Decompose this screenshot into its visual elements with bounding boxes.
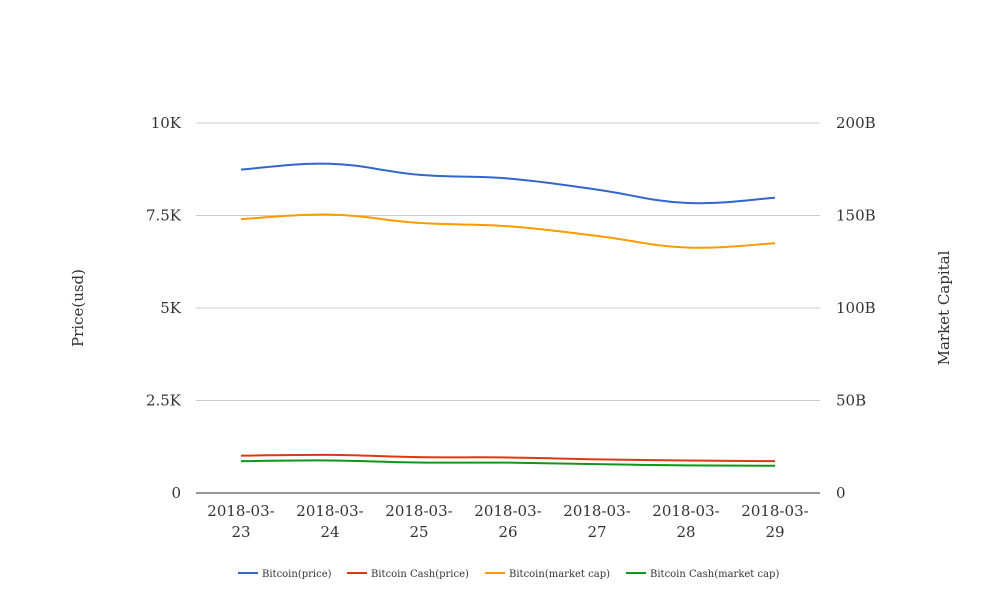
x-tick-label: 23 bbox=[231, 523, 250, 541]
series-lines bbox=[240, 162, 776, 467]
x-tick-label: 2018-03- bbox=[563, 502, 630, 520]
legend-label: Bitcoin(market cap) bbox=[509, 569, 610, 580]
right-tick-label: 150B bbox=[836, 207, 876, 225]
x-tick-label: 24 bbox=[320, 523, 339, 541]
x-tick-label: 2018-03- bbox=[652, 502, 719, 520]
right-tick-label: 0 bbox=[836, 484, 846, 502]
legend[interactable]: Bitcoin(price) Bitcoin Cash(price) Bitcoin… bbox=[238, 569, 779, 580]
right-axis-title: Market Capital bbox=[935, 250, 953, 365]
legend-item-bitcoin-cash-market-cap[interactable]: Bitcoin Cash(market cap) bbox=[626, 569, 779, 580]
x-tick-label: 2018-03- bbox=[474, 502, 541, 520]
x-tick-label: 2018-03- bbox=[741, 502, 808, 520]
legend-item-bitcoin-cash-price[interactable]: Bitcoin Cash(price) bbox=[347, 569, 469, 580]
series-line-bitcoin-cash-price bbox=[240, 453, 776, 463]
x-tick-label: 2018-03- bbox=[207, 502, 274, 520]
left-axis-title: Price(usd) bbox=[69, 269, 87, 347]
right-tick-label: 200B bbox=[836, 114, 876, 132]
x-tick-label: 27 bbox=[587, 523, 606, 541]
left-tick-label: 10K bbox=[151, 114, 182, 132]
legend-label: Bitcoin Cash(market cap) bbox=[650, 569, 779, 580]
legend-item-bitcoin-market-cap[interactable]: Bitcoin(market cap) bbox=[485, 569, 610, 580]
left-axis-ticks: 0 2.5K 5K 7.5K 10K bbox=[146, 114, 182, 502]
left-tick-label: 0 bbox=[171, 484, 181, 502]
left-tick-label: 5K bbox=[160, 299, 182, 317]
series-line-bitcoin-price bbox=[240, 162, 776, 205]
legend-item-bitcoin-price[interactable]: Bitcoin(price) bbox=[238, 569, 332, 580]
x-axis-ticks: 2018-03- 23 2018-03- 24 2018-03- 25 2018-03- 26… bbox=[207, 502, 808, 541]
x-tick-label: 29 bbox=[765, 523, 784, 541]
x-tick-label: 2018-03- bbox=[296, 502, 363, 520]
x-tick-label: 28 bbox=[676, 523, 695, 541]
right-tick-label: 50B bbox=[836, 392, 866, 410]
legend-label: Bitcoin(price) bbox=[262, 569, 332, 580]
legend-label: Bitcoin Cash(price) bbox=[371, 569, 469, 580]
right-tick-label: 100B bbox=[836, 299, 876, 317]
series-line-bitcoin-market-cap bbox=[240, 213, 776, 249]
x-tick-label: 25 bbox=[409, 523, 428, 541]
series-line-bitcoin-cash-market-cap bbox=[240, 459, 776, 467]
left-tick-label: 2.5K bbox=[146, 392, 182, 410]
x-tick-label: 26 bbox=[498, 523, 517, 541]
x-tick-label: 2018-03- bbox=[385, 502, 452, 520]
right-axis-ticks: 0 50B 100B 150B 200B bbox=[836, 114, 876, 502]
left-tick-label: 7.5K bbox=[146, 207, 182, 225]
